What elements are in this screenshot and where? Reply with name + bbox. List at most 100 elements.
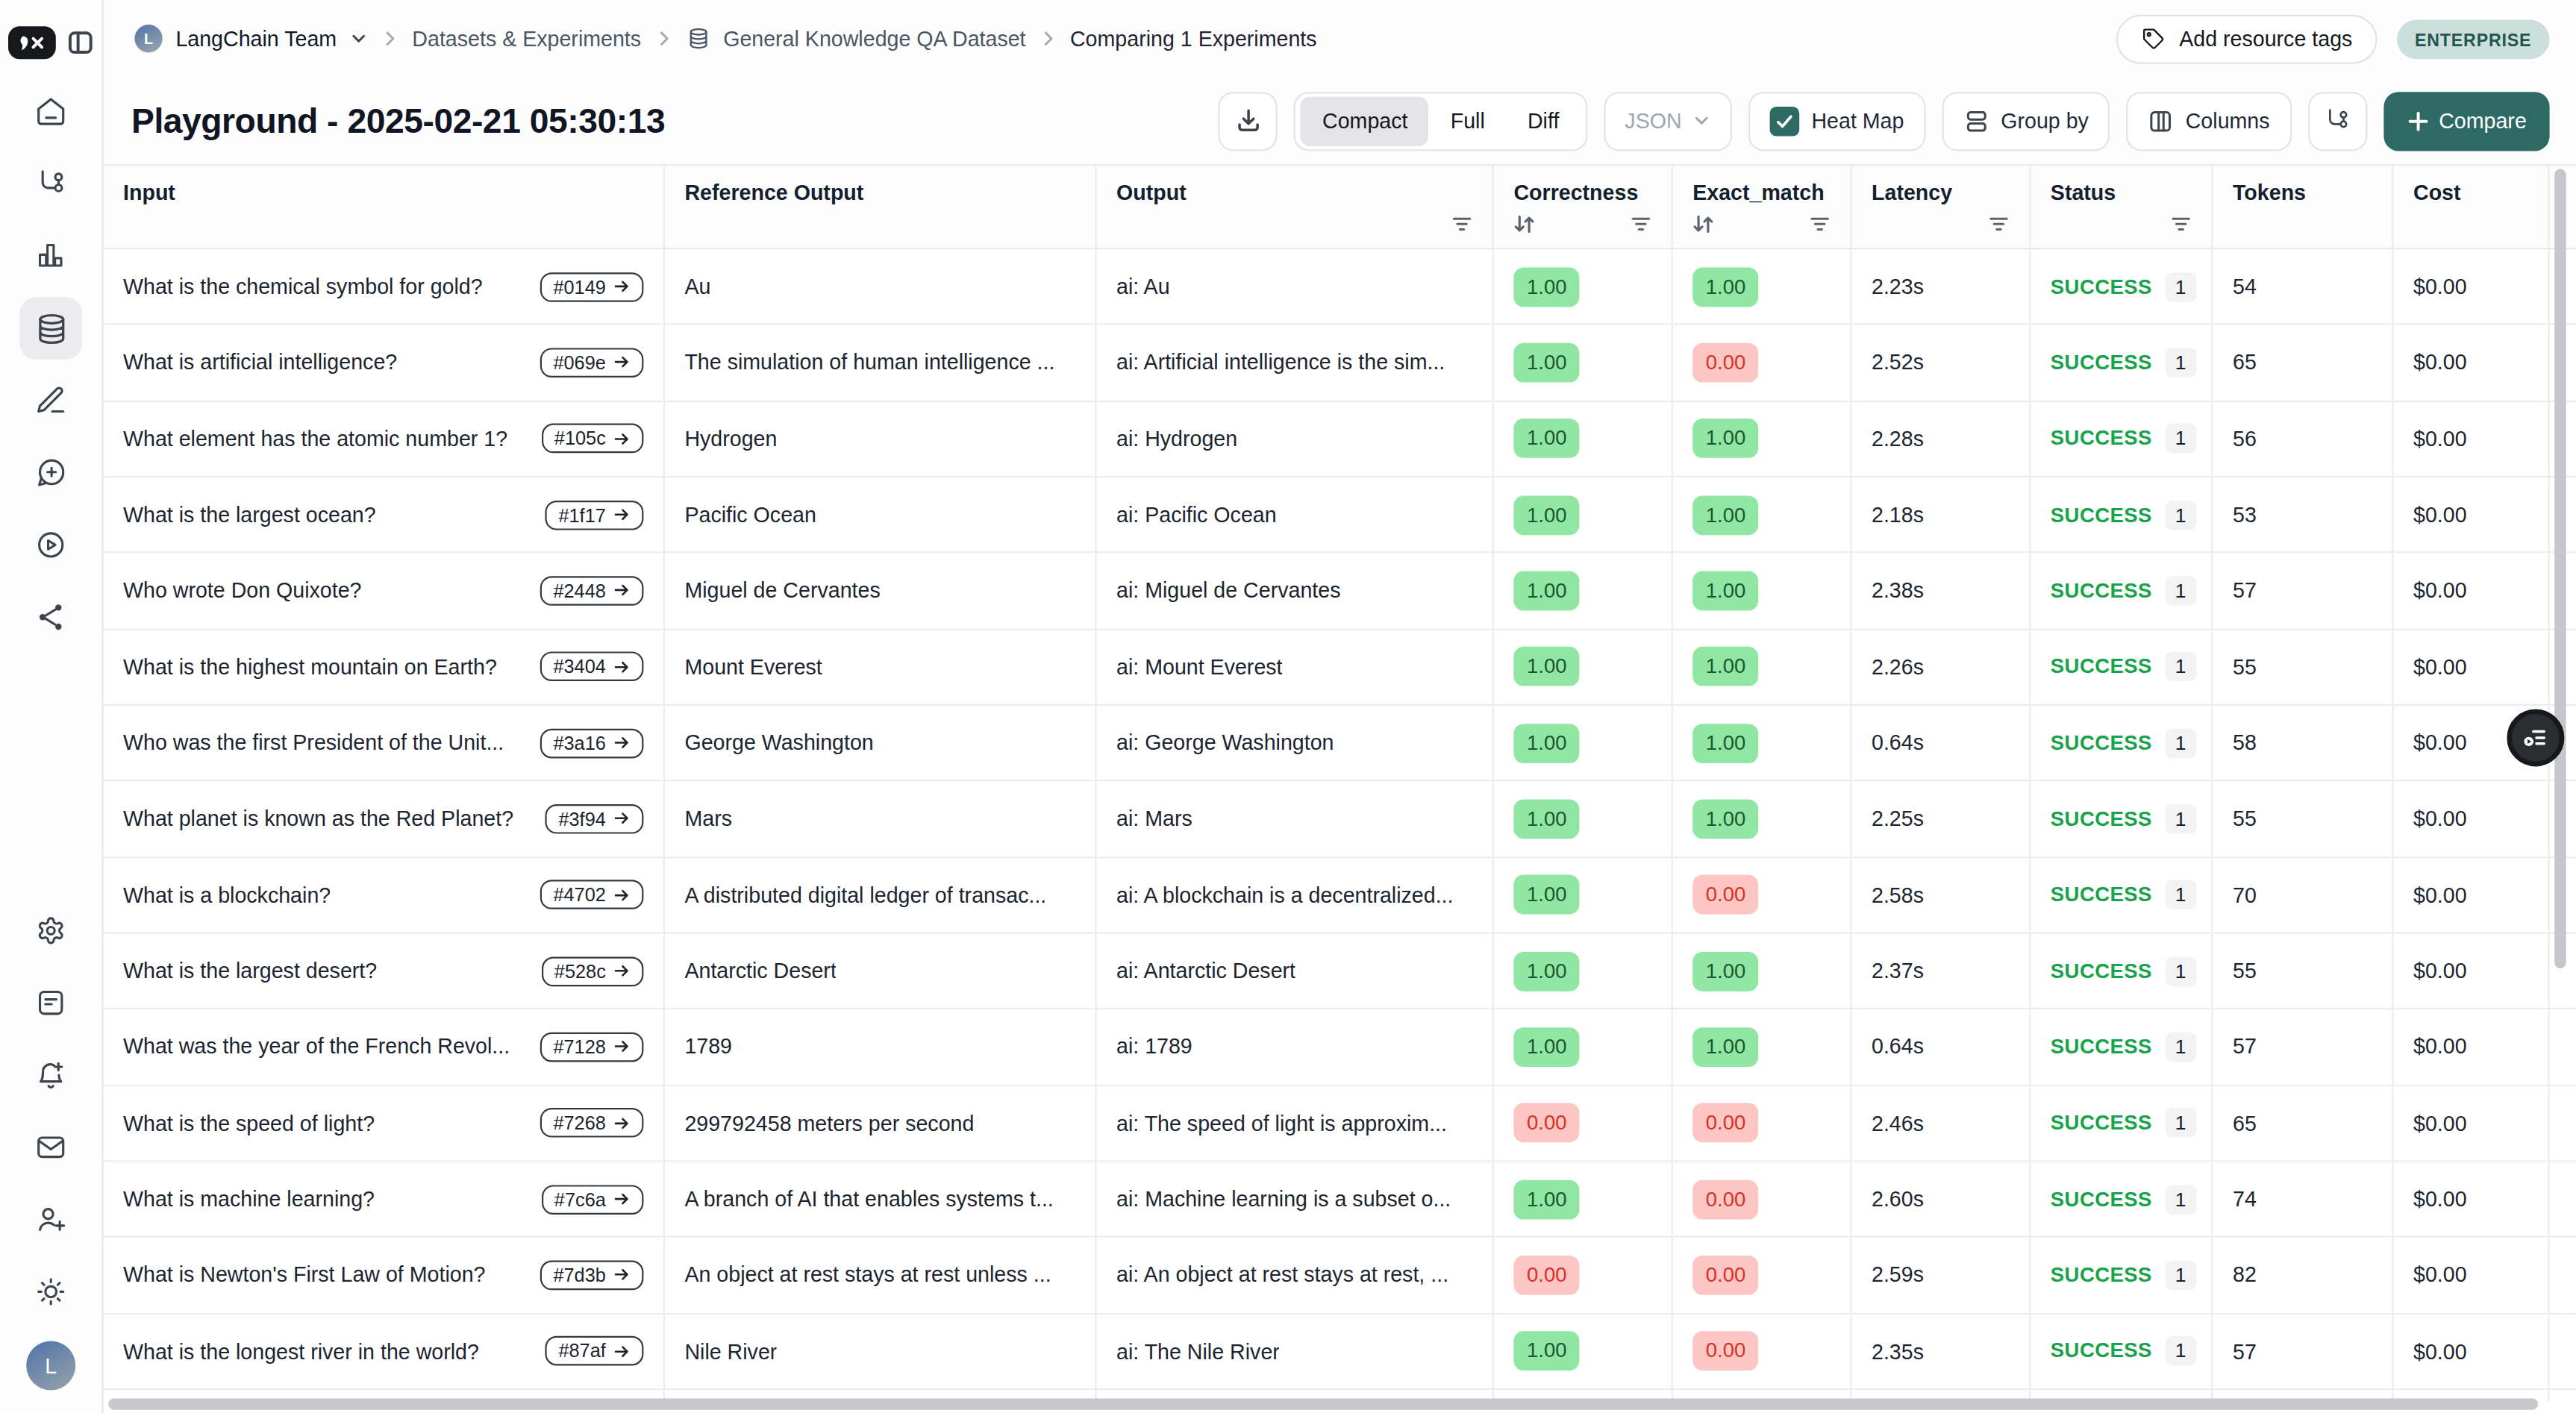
cell-exact-match: 1.00 (1673, 934, 1852, 1009)
correctness-badge: 1.00 (1513, 875, 1580, 915)
cell-reference-output: Antarctic Desert (665, 934, 1097, 1009)
run-count-badge: 1 (2165, 500, 2195, 530)
cell-output: ai: A blockchain is a decentralized... (1097, 858, 1494, 933)
sidebar-item-notifications[interactable] (19, 1044, 82, 1106)
view-mode-compact[interactable]: Compact (1301, 96, 1429, 145)
breadcrumb-team[interactable]: LangChain Team (175, 26, 337, 51)
example-id-chip[interactable]: #4702 (540, 880, 644, 910)
input-text: What planet is known as the Red Planet? (123, 806, 513, 831)
sidebar-item-feedback[interactable] (19, 442, 82, 504)
sidebar-item-theme[interactable] (19, 1261, 82, 1323)
col-label: Reference Output (684, 181, 863, 205)
table-row[interactable]: What is the chemical symbol for gold? #0… (104, 249, 2576, 325)
cell-correctness: 1.00 (1494, 782, 1673, 856)
sidebar-item-docs[interactable] (19, 971, 82, 1034)
user-avatar[interactable]: L (26, 1341, 75, 1390)
cell-tokens: 55 (2213, 934, 2394, 1009)
example-id-chip[interactable]: #0149 (540, 272, 644, 301)
vertical-scrollbar[interactable] (2554, 169, 2566, 968)
correctness-badge: 1.00 (1513, 647, 1580, 686)
example-id-chip[interactable]: #3a16 (540, 728, 644, 758)
example-id-chip[interactable]: #3404 (540, 652, 644, 682)
table-row[interactable]: What is a blockchain? #4702 A distribute… (104, 858, 2576, 934)
table-row[interactable]: What planet is known as the Red Planet? … (104, 782, 2576, 858)
run-count-badge: 1 (2165, 880, 2195, 910)
table-header: Input Reference Output Output Correctnes… (104, 164, 2576, 249)
example-id-chip[interactable]: #87af (545, 1336, 644, 1366)
table-row[interactable]: What is the longest river in the world? … (104, 1314, 2576, 1390)
example-id-chip[interactable]: #7d3b (540, 1260, 644, 1290)
chevron-down-icon[interactable] (350, 30, 368, 48)
cell-reference-output: Nile River (665, 1314, 1097, 1388)
add-resource-tags-button[interactable]: Add resource tags (2117, 14, 2378, 63)
table-row[interactable]: Who wrote Don Quixote? #2448 Miguel de C… (104, 554, 2576, 630)
table-row[interactable]: What is Newton's First Law of Motion? #7… (104, 1238, 2576, 1314)
heat-map-checkbox[interactable] (1770, 106, 1800, 136)
arrow-right-icon (613, 278, 631, 295)
sort-icon[interactable] (1512, 211, 1536, 236)
home-icon (34, 95, 67, 128)
table-row[interactable]: What is machine learning? #7c6a A branch… (104, 1162, 2576, 1238)
example-id-chip[interactable]: #2448 (540, 576, 644, 606)
sidebar-item-settings[interactable] (19, 900, 82, 962)
sidebar-item-mail[interactable] (19, 1116, 82, 1179)
example-id-chip[interactable]: #7128 (540, 1033, 644, 1062)
cell-exact-match: 1.00 (1673, 706, 1852, 780)
compare-button[interactable]: Compare (2383, 91, 2549, 150)
table-row[interactable]: Who was the first President of the Unit.… (104, 706, 2576, 782)
columns-button[interactable]: Columns (2127, 91, 2292, 150)
example-id-chip[interactable]: #105c (541, 424, 643, 454)
download-button[interactable] (1219, 91, 1278, 150)
sidebar-item-datasets[interactable] (19, 297, 82, 360)
group-by-button[interactable]: Group by (1942, 91, 2110, 150)
sidebar-item-playground[interactable] (19, 514, 82, 577)
sidebar-item-deployments[interactable] (19, 586, 82, 648)
tree-view-button[interactable] (2307, 91, 2366, 150)
heat-map-toggle[interactable]: Heat Map (1749, 91, 1925, 150)
filter-icon[interactable] (1986, 213, 2011, 234)
sidebar-item-annotations[interactable] (19, 369, 82, 432)
example-id-chip[interactable]: #7268 (540, 1109, 644, 1138)
langsmith-logo[interactable] (7, 26, 55, 59)
view-mode-full[interactable]: Full (1429, 96, 1506, 145)
cell-input: What is machine learning? #7c6a (104, 1162, 665, 1236)
example-id-chip[interactable]: #3f94 (545, 804, 644, 834)
cell-output: ai: Au (1097, 249, 1494, 324)
sidebar-item-home[interactable] (19, 81, 82, 143)
sidebar-toggle-icon[interactable] (65, 28, 95, 57)
col-label: Correctness (1513, 181, 1638, 205)
table-row[interactable]: What is the highest mountain on Earth? #… (104, 630, 2576, 706)
sidebar-item-tracing[interactable] (19, 153, 82, 216)
example-id: #1f17 (558, 505, 605, 524)
filter-icon[interactable] (1628, 213, 1653, 234)
format-select[interactable]: JSON (1604, 91, 1733, 150)
filter-icon[interactable] (1807, 213, 1832, 234)
input-text: Who was the first President of the Unit.… (123, 730, 504, 755)
sidebar-item-monitoring[interactable] (19, 225, 82, 287)
example-id-chip[interactable]: #069e (540, 348, 644, 377)
sidebar-item-invite[interactable] (19, 1188, 82, 1251)
breadcrumb-section[interactable]: Datasets & Experiments (412, 26, 641, 51)
correctness-badge: 1.00 (1513, 951, 1580, 991)
example-id-chip[interactable]: #1f17 (545, 500, 644, 530)
table-row[interactable]: What element has the atomic number 1? #1… (104, 401, 2576, 477)
cell-status: SUCCESS 1 (2031, 401, 2213, 476)
cell-correctness: 0.00 (1494, 1086, 1673, 1161)
table-row[interactable]: What was the year of the French Revol...… (104, 1010, 2576, 1086)
run-details-fab[interactable] (2507, 709, 2564, 766)
example-id: #528c (554, 961, 606, 980)
input-text: What is the chemical symbol for gold? (123, 275, 483, 299)
table-row[interactable]: What is the largest ocean? #1f17 Pacific… (104, 477, 2576, 554)
example-id-chip[interactable]: #528c (541, 956, 643, 986)
filter-icon[interactable] (1450, 213, 1475, 234)
sort-icon[interactable] (1691, 211, 1716, 236)
filter-icon[interactable] (2169, 213, 2193, 234)
table-row[interactable]: What is artificial intelligence? #069e T… (104, 325, 2576, 401)
cell-input: What is the chemical symbol for gold? #0… (104, 249, 665, 324)
horizontal-scrollbar[interactable] (108, 1398, 2538, 1409)
view-mode-diff[interactable]: Diff (1506, 96, 1581, 145)
table-row[interactable]: What is the largest desert? #528c Antarc… (104, 934, 2576, 1010)
table-row[interactable]: What is the speed of light? #7268 299792… (104, 1086, 2576, 1162)
example-id-chip[interactable]: #7c6a (541, 1185, 643, 1215)
breadcrumb-dataset[interactable]: General Knowledge QA Dataset (723, 26, 1025, 51)
